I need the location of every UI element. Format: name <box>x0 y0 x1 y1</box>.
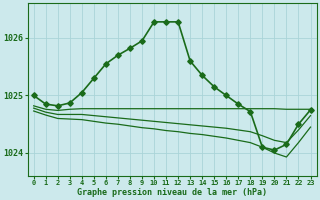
X-axis label: Graphe pression niveau de la mer (hPa): Graphe pression niveau de la mer (hPa) <box>77 188 267 197</box>
